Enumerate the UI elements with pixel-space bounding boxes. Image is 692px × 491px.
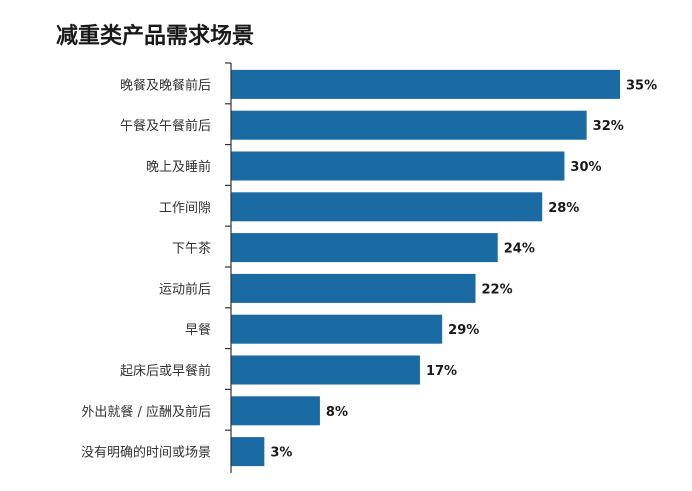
data-label: 8% xyxy=(326,405,348,420)
data-label: 28% xyxy=(548,201,579,216)
data-label: 3% xyxy=(270,446,292,461)
category-label: 没有明确的时间或场景 xyxy=(81,445,211,461)
category-label: 运动前后 xyxy=(159,281,211,297)
category-label: 下午茶 xyxy=(172,241,211,257)
category-label: 午餐及午餐前后 xyxy=(120,118,211,134)
bar xyxy=(231,396,320,426)
category-label: 起床后或早餐前 xyxy=(120,363,211,379)
data-label: 29% xyxy=(448,323,479,338)
bar xyxy=(231,355,420,385)
category-label: 晚餐及晚餐前后 xyxy=(120,77,211,93)
category-label: 外出就餐 / 应酬及前后 xyxy=(81,404,211,420)
bar xyxy=(231,233,498,263)
bar xyxy=(231,110,587,140)
bar xyxy=(231,192,543,222)
bar xyxy=(231,437,265,467)
bar xyxy=(231,69,620,99)
data-label: 32% xyxy=(593,119,624,134)
bar xyxy=(231,151,565,181)
data-label: 24% xyxy=(504,242,535,257)
category-label: 工作间隙 xyxy=(159,201,211,216)
data-label: 22% xyxy=(482,282,513,297)
category-label: 早餐 xyxy=(185,322,211,338)
chart-title: 减重类产品需求场景 xyxy=(56,24,255,49)
category-label: 晚上及睡前 xyxy=(146,159,211,175)
data-label: 17% xyxy=(426,364,457,379)
bar xyxy=(231,314,443,344)
bar xyxy=(231,273,476,303)
data-label: 35% xyxy=(626,78,657,93)
data-label: 30% xyxy=(570,160,601,175)
